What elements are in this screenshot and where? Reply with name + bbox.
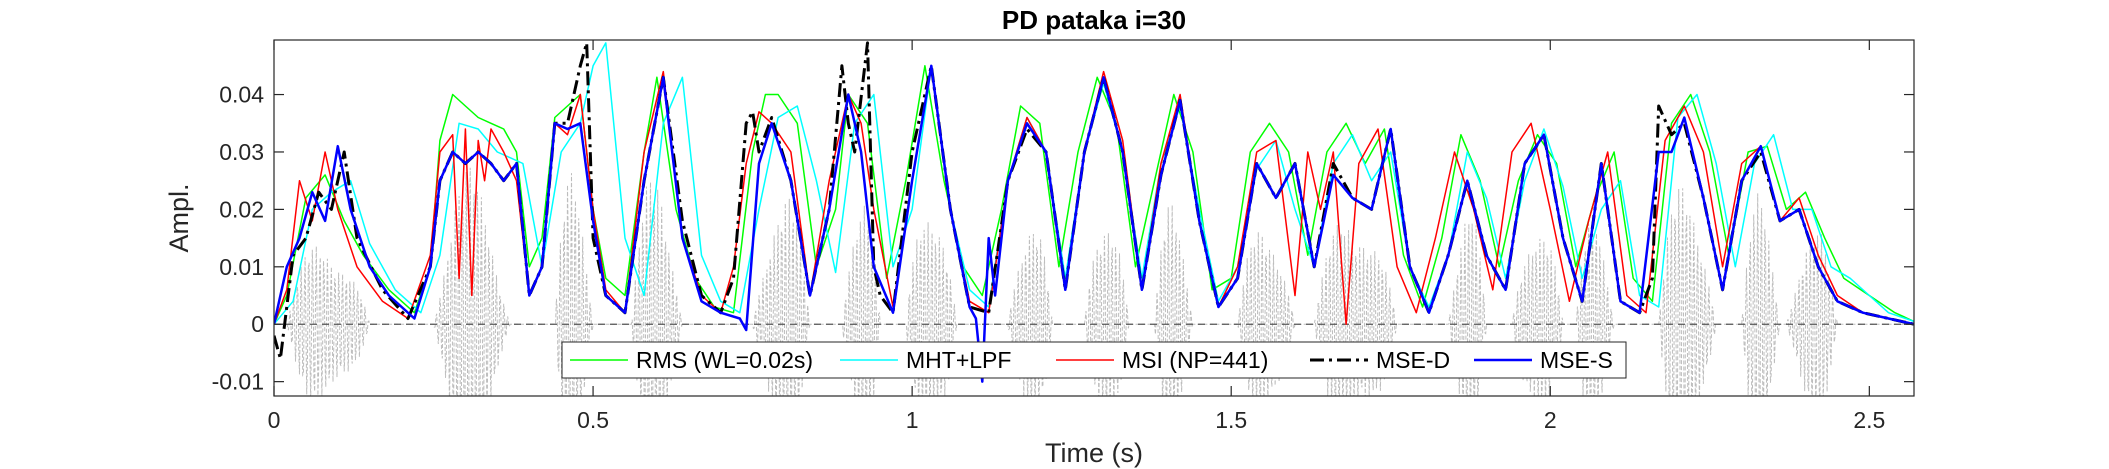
legend: RMS (WL=0.02s) MHT+LPF MSI (NP=441) MSE-D MS… xyxy=(561,341,1627,379)
y-tick-label: 0.01 xyxy=(219,254,264,280)
x-axis-label: Time (s) xyxy=(1045,438,1143,468)
x-tick-label: 0 xyxy=(268,407,281,433)
x-tick-label: 2 xyxy=(1544,407,1557,433)
waveform-trace xyxy=(274,167,1914,396)
x-tick-label: 1.5 xyxy=(1215,407,1247,433)
legend-label-1: RMS (WL=0.02s) xyxy=(636,347,813,373)
x-tick-label: 1 xyxy=(906,407,919,433)
series-line-5 xyxy=(274,64,1914,383)
chart-title: PD pataka i=30 xyxy=(1002,5,1186,35)
legend-label-3: MSI (NP=441) xyxy=(1122,347,1268,373)
y-tick-label: 0.04 xyxy=(219,82,264,108)
legend-label-5: MSE-S xyxy=(1540,347,1613,373)
x-tick-label: 2.5 xyxy=(1853,407,1885,433)
y-tick-label: -0.01 xyxy=(212,369,264,395)
legend-label-2: MHT+LPF xyxy=(906,347,1011,373)
legend-items: RMS (WL=0.02s) MHT+LPF MSI (NP=441) MSE-D MS… xyxy=(570,347,1613,373)
x-tick-label: 0.5 xyxy=(577,407,609,433)
y-tick-label: 0 xyxy=(251,311,264,337)
y-tick-label: 0.02 xyxy=(219,196,264,222)
y-tick-label: 0.03 xyxy=(219,139,264,165)
series-group xyxy=(274,41,1914,383)
speech-waveform xyxy=(274,167,1914,396)
y-axis-label: Ampl. xyxy=(164,183,194,252)
legend-label-4: MSE-D xyxy=(1376,347,1450,373)
axes-box xyxy=(273,39,1915,397)
